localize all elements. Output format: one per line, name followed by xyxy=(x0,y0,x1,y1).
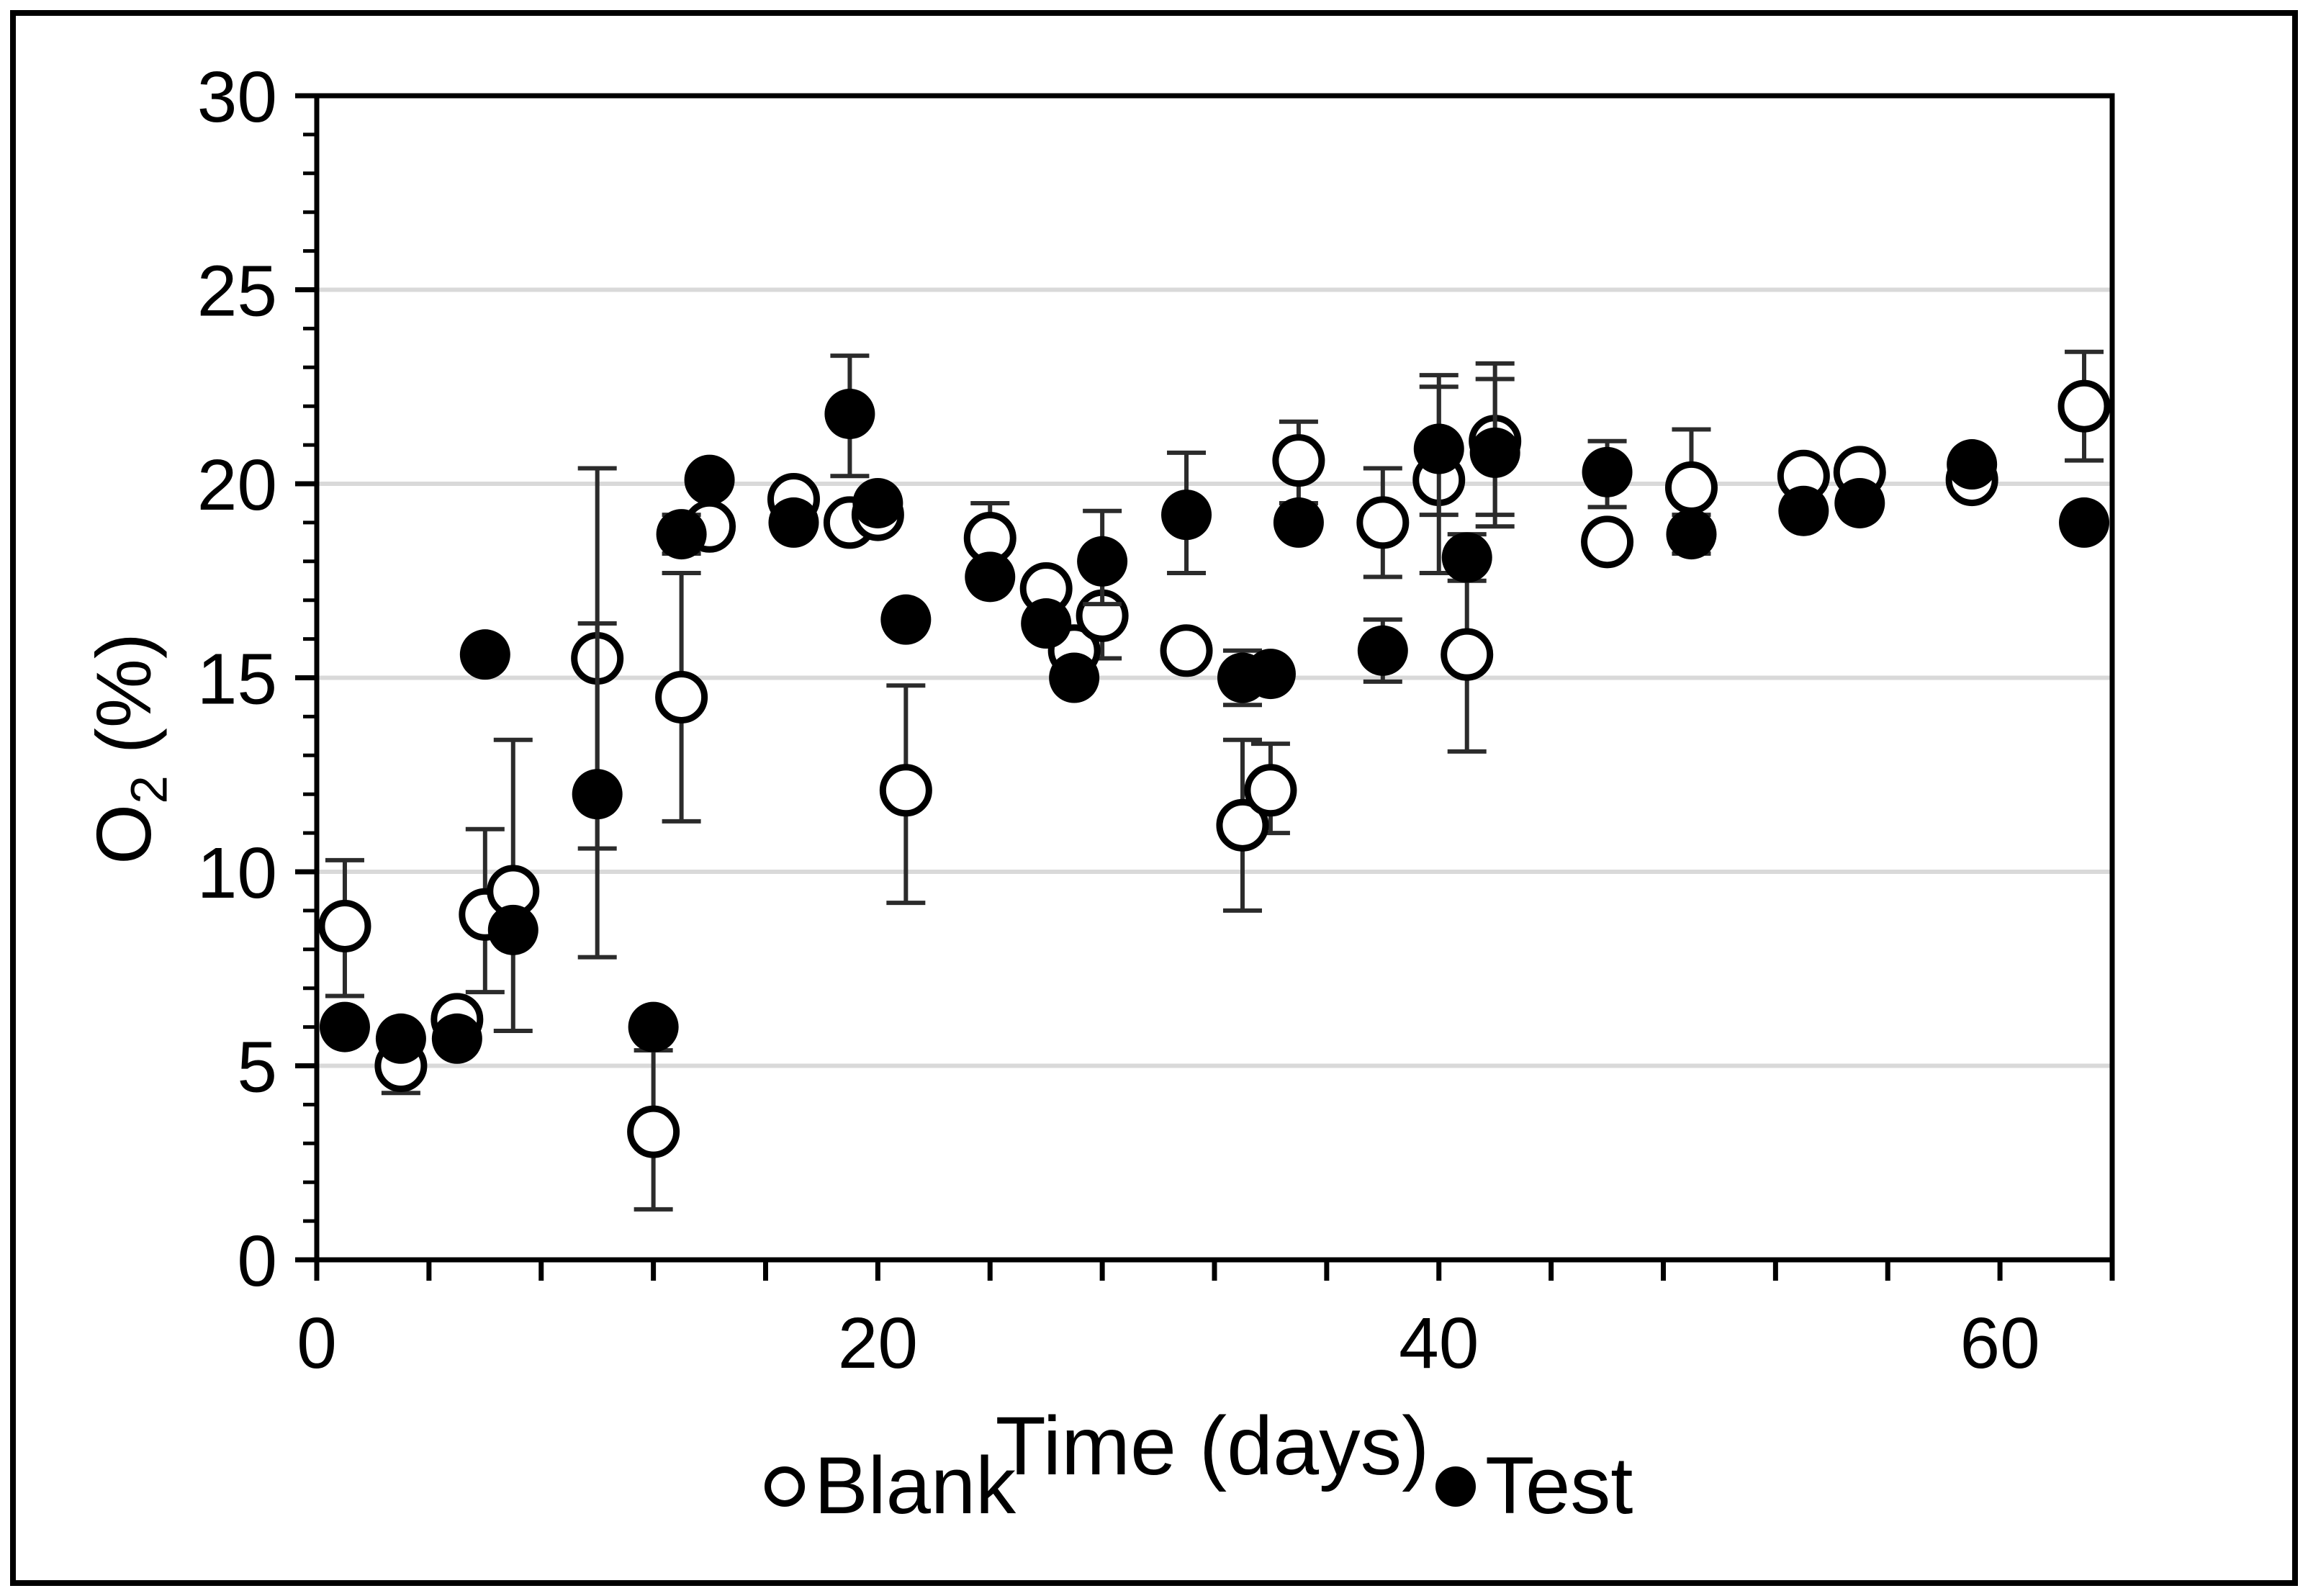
data-point-test xyxy=(431,1013,482,1064)
data-point-test xyxy=(1049,652,1100,703)
data-point-blank xyxy=(1664,461,1718,514)
data-point-test xyxy=(1947,439,1998,490)
data-point-blank xyxy=(655,670,708,723)
data-point-test xyxy=(965,551,1016,603)
x-tick-label-40: 40 xyxy=(1399,1303,1479,1384)
data-point-test xyxy=(375,1013,426,1064)
y-axis-title-subscript: 2 xyxy=(120,775,179,804)
blank-open-circle-icon xyxy=(765,1466,805,1507)
data-point-test xyxy=(852,477,903,528)
legend-label-test: Test xyxy=(1485,1441,1633,1530)
data-point-blank xyxy=(1160,624,1213,677)
data-point-blank xyxy=(627,1105,680,1158)
data-point-test xyxy=(1666,509,1717,560)
legend-label-blank: Blank xyxy=(814,1441,1016,1530)
data-point-test xyxy=(1273,497,1324,548)
data-point-test xyxy=(1413,423,1464,474)
y-tick-label-20: 20 xyxy=(197,445,277,526)
data-point-test xyxy=(319,1001,370,1052)
data-point-test xyxy=(824,388,875,439)
figure-border xyxy=(10,10,2298,1586)
data-point-test xyxy=(684,454,735,505)
data-point-test xyxy=(1021,598,1072,649)
data-point-test xyxy=(1161,490,1212,541)
y-tick-label-0: 0 xyxy=(237,1221,277,1302)
data-point-test xyxy=(1834,477,1885,528)
y-tick-label-15: 15 xyxy=(197,639,277,720)
data-point-test xyxy=(459,629,510,680)
x-axis-title: Time (days) xyxy=(995,1400,1430,1492)
data-point-test xyxy=(1582,446,1633,497)
y-axis-title: O2 (%) xyxy=(80,633,179,865)
data-point-blank xyxy=(879,764,932,817)
y-axis-title-base: O xyxy=(80,803,167,865)
data-point-blank xyxy=(1272,434,1325,487)
data-point-test xyxy=(1441,532,1492,583)
plot-box xyxy=(314,93,2115,1263)
y-tick-label-10: 10 xyxy=(197,833,277,914)
y-tick-label-30: 30 xyxy=(197,57,277,137)
data-point-blank xyxy=(318,899,371,952)
data-point-blank xyxy=(1441,628,1494,681)
y-tick-label-5: 5 xyxy=(237,1027,277,1108)
y-tick-label-25: 25 xyxy=(197,251,277,332)
data-point-test xyxy=(1469,427,1520,478)
data-point-test xyxy=(2059,497,2110,548)
data-point-blank xyxy=(2057,379,2111,433)
x-tick-label-20: 20 xyxy=(838,1303,918,1384)
data-point-test xyxy=(1245,649,1296,700)
data-point-test xyxy=(1077,536,1128,587)
data-point-test xyxy=(572,769,623,820)
data-point-test xyxy=(1778,485,1829,536)
data-point-test xyxy=(880,594,932,645)
data-point-blank xyxy=(1581,515,1634,569)
y-axis-title-unit: (%) xyxy=(80,633,167,776)
data-point-blank xyxy=(1216,798,1269,852)
data-point-test xyxy=(656,509,707,560)
data-point-test xyxy=(1357,625,1408,676)
data-point-test xyxy=(768,497,819,548)
x-tick-label-0: 0 xyxy=(297,1303,337,1384)
data-point-blank xyxy=(1244,764,1297,817)
x-tick-label-60: 60 xyxy=(1960,1303,2040,1384)
data-point-blank xyxy=(1356,496,1410,549)
data-point-test xyxy=(628,1001,679,1052)
data-point-test xyxy=(487,904,538,955)
test-filled-circle-icon xyxy=(1435,1466,1476,1507)
